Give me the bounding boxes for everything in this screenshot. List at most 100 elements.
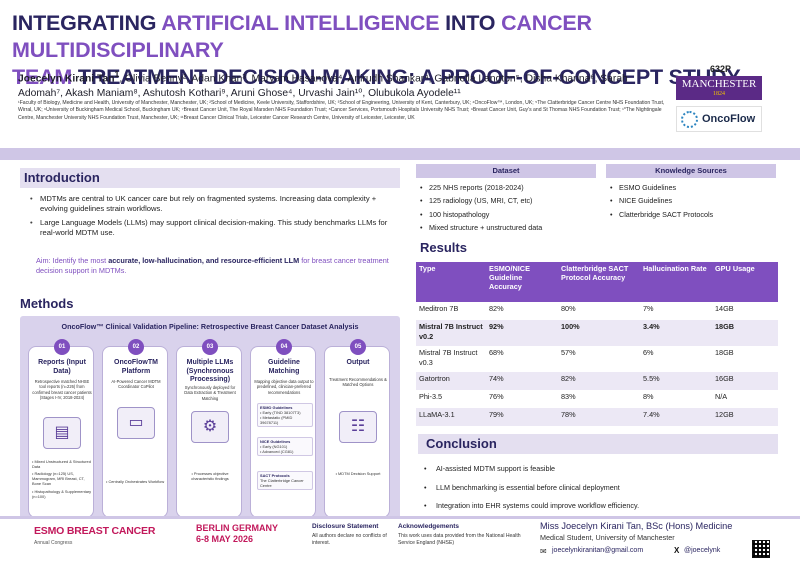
sub-line: • Metastatic (PMID 39678711) (260, 415, 293, 425)
table-cell: LLaMA-3.1 (416, 408, 486, 426)
pipeline-step-output: 05 Output Treatment Recommendations & Ma… (324, 339, 390, 518)
step-title: OncoFlowTM Platform (114, 359, 158, 375)
column-header: ESMO/NICE Guideline Accuracy (486, 262, 558, 302)
congress-subtitle: Annual Congress (34, 540, 73, 546)
step-title: Reports (Input Data) (38, 359, 86, 375)
table-cell: 79% (486, 408, 558, 426)
oncoflow-logo: OncoFlow (676, 106, 762, 132)
list-item: Mixed structure + unstructured data (420, 221, 600, 235)
table-cell: Gatortron (416, 372, 486, 390)
table-row: Mistral 7B Instruct v0.3 68% 57% 6% 18GB (416, 346, 778, 372)
aim-suffix: for breast cancer treatment decision sup… (36, 256, 389, 275)
table-cell: 100% (558, 320, 640, 346)
presenter-email[interactable]: joecelynkiranitan@gmail.com (552, 547, 644, 554)
step-number: 05 (350, 339, 366, 355)
table-cell: 74% (486, 372, 558, 390)
table-cell: 6% (640, 346, 712, 372)
congress-city: BERLIN GERMANY (196, 523, 279, 533)
congress-location: BERLIN GERMANY 6-8 MAY 2026 (196, 523, 278, 545)
table-row: Gatortron 74% 82% 5.5% 16GB (416, 372, 778, 390)
study-aim: Aim: Identify the most accurate, low-hal… (36, 256, 392, 276)
table-cell: 80% (558, 302, 640, 320)
conclusion-list: AI-assisted MDTM support is feasible LLM… (424, 460, 778, 516)
sub-title: NICE Guidelines (260, 439, 291, 444)
title-highlight: ARTIFICIAL INTELLIGENCE (161, 11, 440, 35)
step-number: 01 (54, 339, 70, 355)
table-cell: 68% (486, 346, 558, 372)
title-part: INTO (439, 11, 502, 35)
step-note: • Mixed Unstructured & Structured Data (32, 459, 91, 470)
list-item: MDTMs are central to UK cancer care but … (30, 194, 392, 215)
disclosure-heading: Disclosure Statement (312, 523, 379, 530)
table-cell: 83% (558, 390, 640, 408)
clinicians-icon: ☷ (339, 411, 377, 443)
university-logo-name: MANCHESTER (681, 78, 757, 90)
title-part: INTEGRATING (12, 11, 162, 35)
list-item: 100 histopathology (420, 208, 600, 222)
table-cell: 7% (640, 302, 712, 320)
conclusion-heading: Conclusion (418, 434, 778, 454)
list-item: Large Language Models (LLMs) may support… (30, 218, 392, 239)
x-logo-icon: X (674, 546, 680, 555)
pipeline-step-reports: 01 Reports (Input Data) Retrospective ma… (28, 339, 94, 518)
step-description: Treatment Recommendations & Matched Opti… (329, 377, 387, 388)
poster-header: INTEGRATING ARTIFICIAL INTELLIGENCE INTO… (0, 0, 800, 150)
university-logo: MANCHESTER 1824 (676, 76, 762, 100)
step-number: 02 (128, 339, 144, 355)
nice-guidelines-box: NICE Guidelines • Early (NG101) • Advanc… (257, 437, 313, 456)
table-cell: 3.4% (640, 320, 712, 346)
university-logo-year: 1824 (713, 91, 725, 97)
step-note: • Centrally Orchestrates Workflow (106, 479, 165, 484)
knowledge-sources-list: ESMO Guidelines NICE Guidelines Clatterb… (610, 181, 780, 221)
aim-prefix: Aim: Identify the most (36, 256, 109, 265)
author-list: Joecelyn Kirani Tan1, Olivia Benny², Ada… (18, 67, 658, 101)
document-icon: ▤ (43, 417, 81, 449)
table-cell: Mistral 7B Instruct v0.2 (416, 320, 486, 346)
validation-pipeline: OncoFlow™ Clinical Validation Pipeline: … (20, 316, 400, 526)
poster-footer (0, 516, 800, 561)
presenter-handle[interactable]: @joecelynk (684, 547, 721, 554)
dataset-list: 225 NHS reports (2018-2024) 125 radiolog… (420, 181, 600, 234)
table-cell: 16GB (712, 372, 778, 390)
computer-icon: ▭ (117, 407, 155, 439)
envelope-icon: ✉ (540, 547, 547, 556)
sub-title: SACT Protocols (260, 473, 290, 478)
sub-line: The Clatterbridge Cancer Centre (260, 478, 304, 488)
congress-name: ESMO BREAST CANCER (34, 525, 156, 537)
table-cell: 92% (486, 320, 558, 346)
methods-heading: Methods (20, 296, 74, 311)
pipeline-step-llms: 03 Multiple LLMs (Synchronous Processing… (176, 339, 242, 518)
table-header-row: Type ESMO/NICE Guideline Accuracy Clatte… (416, 262, 778, 302)
table-cell: Mistral 7B Instruct v0.3 (416, 346, 486, 372)
qr-code-icon[interactable] (752, 540, 770, 558)
table-cell: N/A (712, 390, 778, 408)
column-header: Clatterbridge SACT Protocol Accuracy (558, 262, 640, 302)
title-highlight: CANCER MULTIDISCIPLINARY (12, 11, 592, 62)
table-cell: 18GB (712, 346, 778, 372)
step-number: 04 (276, 339, 292, 355)
header-divider (0, 148, 800, 160)
sub-line: • Early (TIND 38107T3) (260, 410, 301, 415)
disclosure-text: All authors declare no conflicts of inte… (312, 533, 387, 546)
congress-dates: 6-8 MAY 2026 (196, 534, 254, 544)
list-item: 225 NHS reports (2018-2024) (420, 181, 600, 195)
table-cell: 76% (486, 390, 558, 408)
list-item: Integration into EHR systems could impro… (424, 497, 778, 516)
pipeline-step-platform: 02 OncoFlowTM Platform AI-Powered Cancer… (102, 339, 168, 518)
step-description: Mapping objective data output to predefi… (254, 379, 314, 395)
step-description: Retrospective matched NHSE tool reports … (32, 379, 92, 401)
gear-icon: ⚙ (191, 411, 229, 443)
table-cell: 7.4% (640, 408, 712, 426)
step-note: • Histopathology & Supplementary (n=100) (32, 489, 92, 500)
table-row: Meditron 7B 82% 80% 7% 14GB (416, 302, 778, 320)
step-number: 03 (202, 339, 218, 355)
list-item: LLM benchmarking is essential before cli… (424, 479, 778, 498)
sub-line: • Early (NG101) (260, 444, 288, 449)
other-authors: , Olivia Benny², Adan Khan³, Maryam Hasa… (18, 73, 628, 100)
table-cell: Meditron 7B (416, 302, 486, 320)
table-cell: 57% (558, 346, 640, 372)
table-row: Mistral 7B Instruct v0.2 92% 100% 3.4% 1… (416, 320, 778, 346)
table-cell: 82% (486, 302, 558, 320)
affiliations: ¹Faculty of Biology, Medicine and Health… (18, 100, 665, 121)
step-title: Guideline Matching (268, 359, 300, 375)
